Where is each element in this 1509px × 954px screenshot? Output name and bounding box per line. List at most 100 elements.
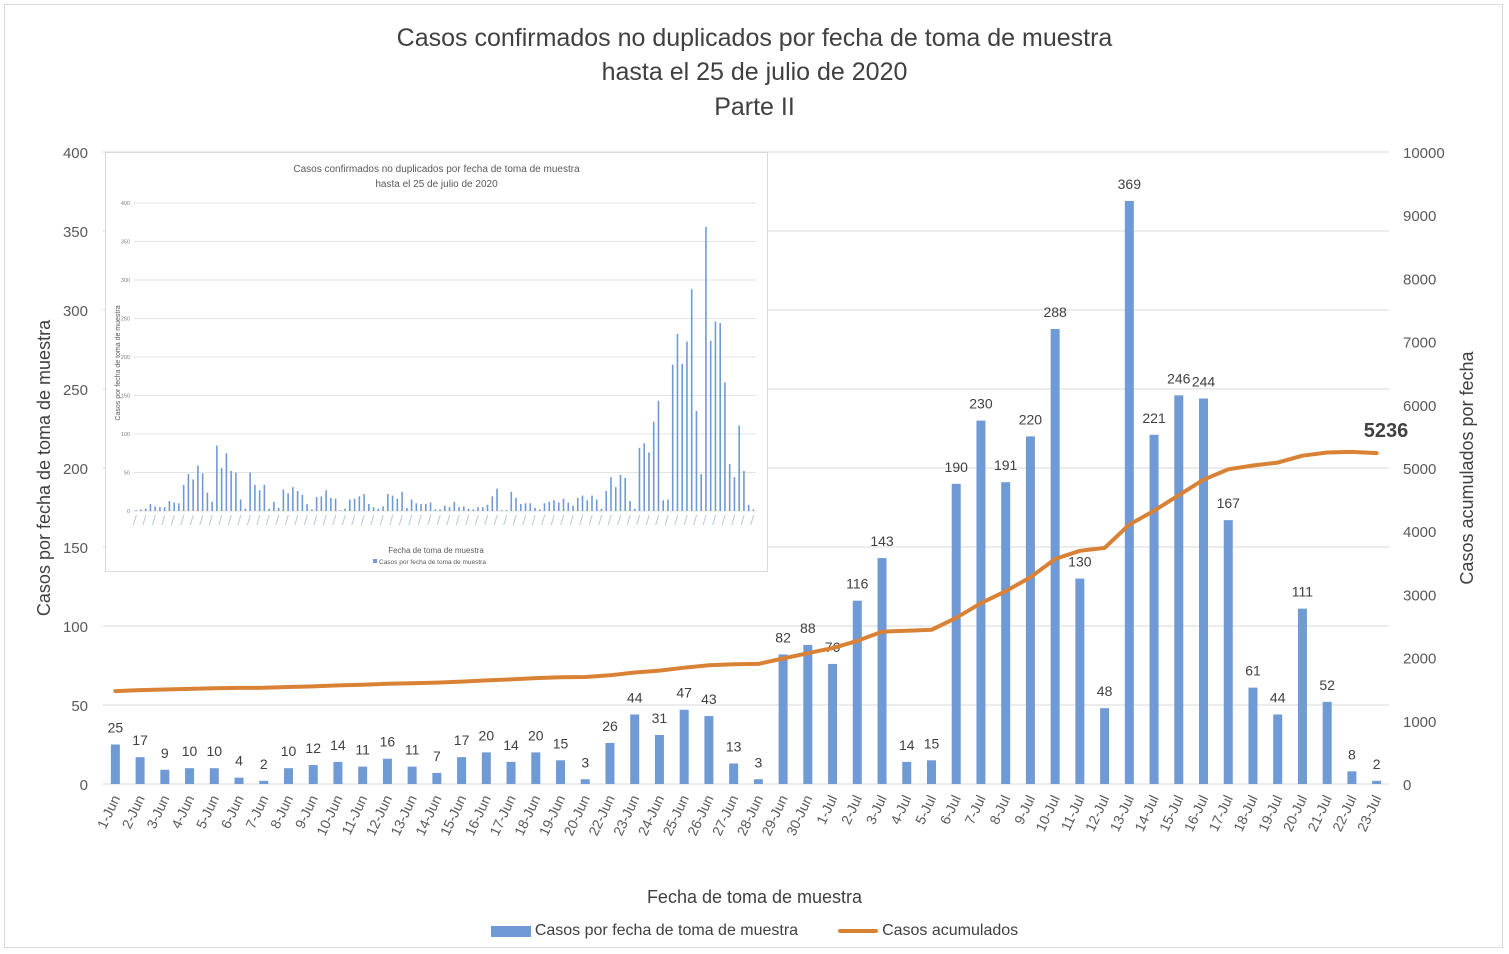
bar[interactable] (209, 768, 219, 784)
inset-y-tick-label: 250 (121, 317, 130, 323)
bar-data-label: 220 (1019, 411, 1043, 427)
bar[interactable] (457, 757, 467, 784)
bar[interactable] (1322, 701, 1332, 784)
inset-x-tick-mark (427, 514, 432, 526)
bar[interactable] (778, 654, 788, 784)
chart-title: Casos confirmados no duplicados por fech… (396, 24, 1113, 52)
bar[interactable] (902, 761, 912, 784)
bar[interactable] (803, 644, 813, 784)
inset-bar (277, 507, 280, 511)
bar-data-label: 10 (281, 743, 297, 759)
bar[interactable] (259, 780, 269, 784)
bar[interactable] (110, 744, 120, 785)
bar[interactable] (432, 772, 442, 784)
inset-bar (534, 507, 536, 511)
bar[interactable] (1174, 395, 1184, 784)
x-axis-title: Fecha de toma de muestra (646, 887, 863, 907)
inset-bar (334, 498, 337, 511)
bar[interactable] (407, 766, 417, 784)
bar[interactable] (926, 760, 936, 784)
cumulative-line (113, 449, 1379, 694)
inset-bar (320, 496, 323, 511)
bar[interactable] (160, 769, 170, 784)
bar-data-label: 15 (553, 735, 569, 751)
bar[interactable] (852, 600, 862, 784)
bar[interactable] (1248, 687, 1258, 784)
bar-data-label: 31 (652, 710, 668, 726)
y2-tick-label: 8000 (1403, 271, 1436, 288)
inset-bar (572, 505, 574, 511)
inset-bar (225, 453, 228, 511)
bar[interactable] (654, 735, 664, 784)
bar[interactable] (531, 752, 541, 784)
bar[interactable] (1347, 771, 1357, 784)
inset-bar (377, 508, 380, 511)
bar[interactable] (481, 752, 491, 784)
bar[interactable] (283, 768, 293, 784)
inset-bar (168, 500, 171, 511)
inset-x-tick-mark (351, 514, 356, 526)
legend-item-bars[interactable]: Casos por fecha de toma de muestra (490, 922, 798, 940)
inset-bar (263, 484, 266, 511)
bar[interactable] (556, 760, 566, 784)
inset-bar (258, 490, 261, 511)
bar[interactable] (1075, 578, 1085, 784)
bar[interactable] (1124, 200, 1134, 785)
bar[interactable] (1297, 608, 1307, 784)
inset-y-tick-label: 0 (127, 509, 130, 515)
x-tick-label: 1-Jul (813, 793, 840, 827)
bar[interactable] (679, 709, 689, 784)
bar[interactable] (382, 758, 392, 784)
inset-bar (187, 474, 190, 511)
bar[interactable] (1001, 482, 1011, 784)
inset-chart: Casos confirmados no duplicados por fech… (105, 152, 768, 572)
inset-bar (154, 506, 156, 511)
inset-bar (600, 508, 603, 511)
bar[interactable] (185, 768, 195, 784)
legend-line-label: Casos acumulados (882, 922, 1019, 939)
bar[interactable] (630, 714, 640, 784)
bar[interactable] (580, 779, 590, 784)
bar[interactable] (234, 777, 244, 784)
inset-x-tick-mark (617, 514, 622, 526)
inset-x-tick-mark (645, 514, 650, 526)
bar[interactable] (877, 558, 887, 784)
y2-tick-label: 2000 (1403, 651, 1436, 668)
bar[interactable] (828, 663, 838, 784)
bar[interactable] (951, 483, 961, 784)
inset-x-tick-mark (332, 514, 337, 526)
legend-item-line[interactable]: Casos acumulados (838, 922, 1018, 940)
bar[interactable] (333, 761, 343, 784)
inset-x-tick-mark (541, 514, 546, 526)
inset-y-tick-label: 300 (121, 278, 130, 284)
bar[interactable] (1199, 398, 1209, 784)
bar[interactable] (1050, 328, 1060, 784)
inset-y-tick-label: 100 (121, 432, 130, 438)
inset-x-tick-mark (275, 514, 280, 526)
bar[interactable] (729, 763, 739, 784)
inset-x-tick-mark (170, 514, 175, 526)
bar[interactable] (1273, 714, 1283, 784)
inset-x-tick-mark (313, 514, 318, 526)
bar[interactable] (506, 761, 516, 784)
bar[interactable] (753, 779, 763, 784)
bar-data-label: 10 (182, 743, 198, 759)
bar[interactable] (1372, 780, 1382, 784)
bar-data-label: 47 (676, 685, 692, 701)
inset-y-axis-title: Casos por fecha de toma de muestra (115, 305, 122, 420)
inset-x-tick-mark (655, 514, 660, 526)
inset-bar (244, 508, 247, 511)
bar[interactable] (1025, 436, 1035, 784)
inset-bar (144, 508, 147, 511)
bar-data-label: 11 (355, 742, 370, 758)
bar[interactable] (605, 742, 615, 784)
bar[interactable] (135, 757, 145, 784)
inset-x-tick-mark (598, 514, 603, 526)
bar[interactable] (1149, 434, 1159, 784)
bar[interactable] (308, 765, 318, 784)
bar[interactable] (358, 766, 368, 784)
bar[interactable] (1223, 520, 1233, 784)
bar[interactable] (1100, 708, 1110, 784)
bar[interactable] (704, 716, 714, 784)
inset-x-tick-mark (256, 514, 261, 526)
